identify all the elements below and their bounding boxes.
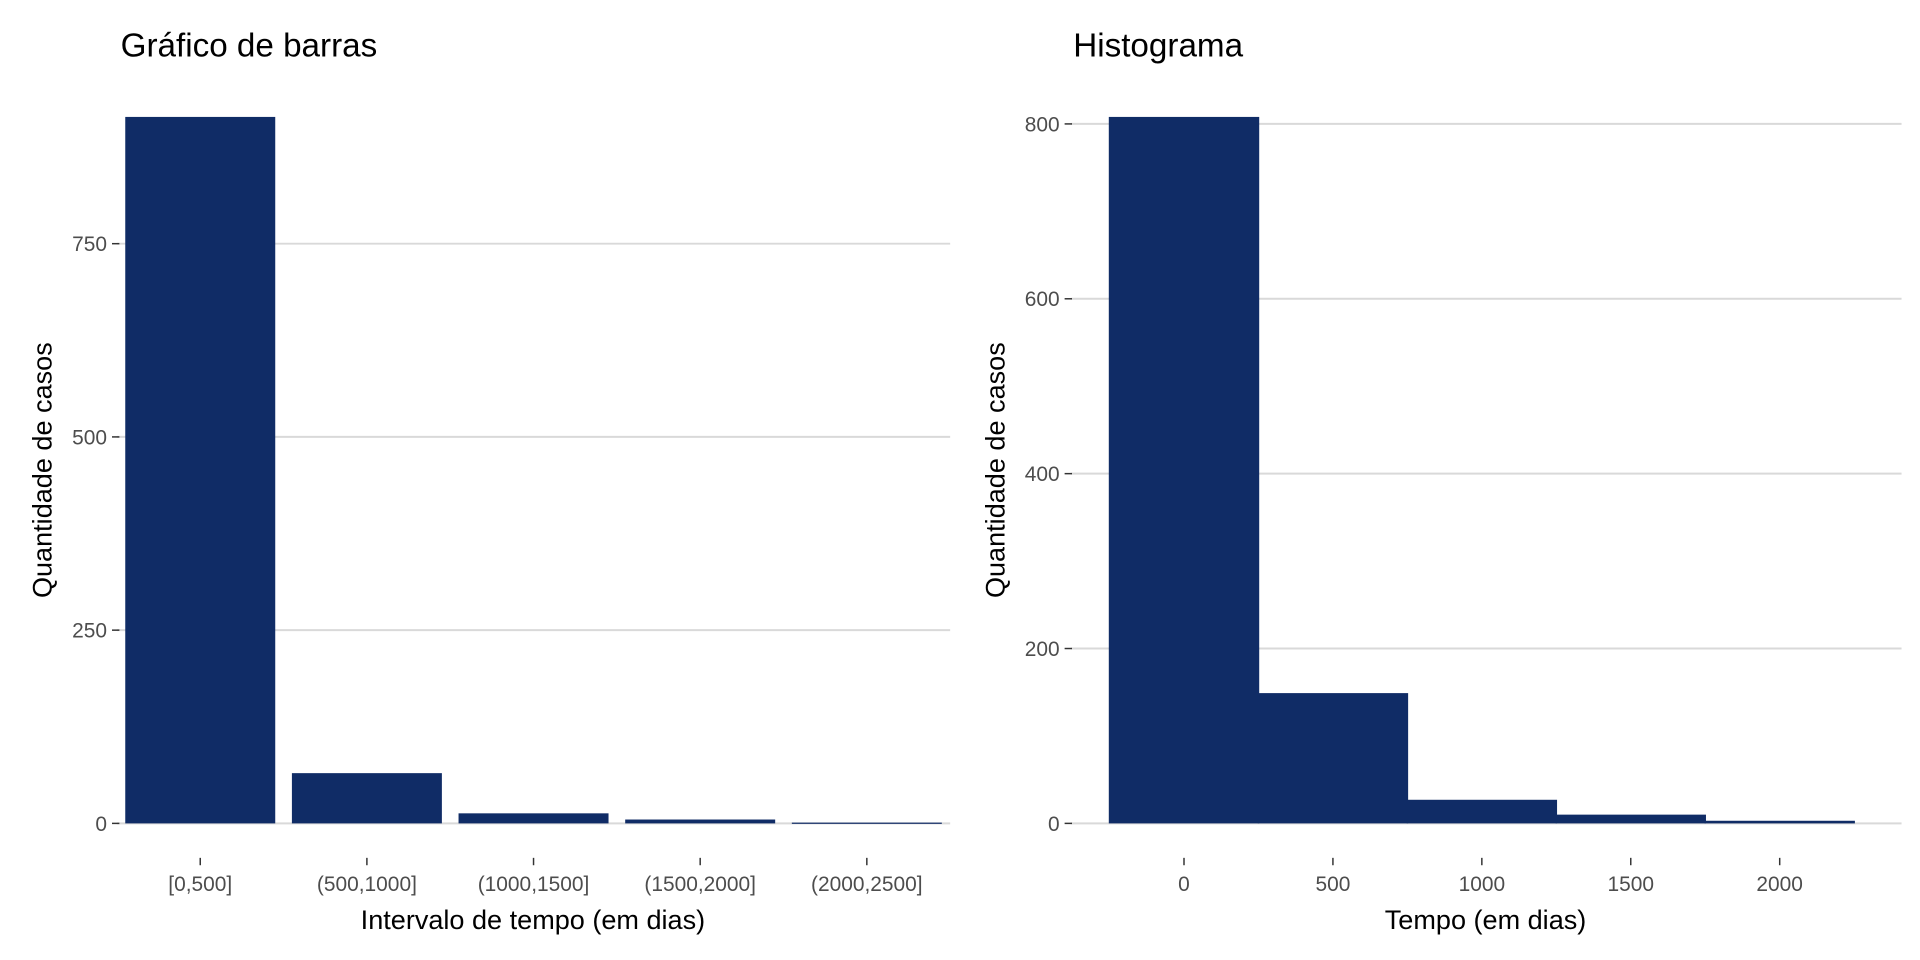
x-tick-label: (500,1000]	[317, 873, 417, 896]
x-tick-label: (1500,2000]	[644, 873, 756, 896]
histogram-bin	[1704, 820, 1855, 824]
x-tick-label: (2000,2500]	[811, 873, 923, 896]
x-tick-label: 0	[1178, 873, 1190, 896]
bar-chart-panel: Gráfico de barras Intervalo de tempo (em…	[27, 28, 951, 935]
bar-chart-title: Gráfico de barras	[121, 28, 378, 65]
bar-chart-y-axis-title: Quantidade de casos	[27, 342, 58, 598]
x-tick-label: 2000	[1756, 873, 1803, 896]
x-tick-label: 1500	[1608, 873, 1655, 896]
y-tick-label: 750	[72, 233, 107, 256]
histogram-x-axis-title: Tempo (em dias)	[1385, 904, 1587, 935]
histogram-y-axis-title: Quantidade de casos	[979, 342, 1010, 598]
y-tick-label: 0	[95, 813, 107, 836]
bar	[125, 116, 276, 824]
histogram-bin	[1108, 116, 1260, 824]
x-tick-label: 1000	[1459, 873, 1506, 896]
histogram-panel: Histograma Tempo (em dias) Quantidade de…	[979, 28, 1902, 935]
histogram-bin	[1406, 799, 1558, 824]
y-tick-label: 0	[1048, 813, 1060, 836]
bar	[625, 819, 776, 824]
y-tick-label: 600	[1025, 288, 1060, 311]
y-tick-label: 400	[1025, 463, 1060, 486]
bar	[458, 813, 609, 824]
y-tick-label: 200	[1025, 638, 1060, 661]
bar	[291, 773, 442, 824]
bar	[791, 822, 942, 824]
x-tick-label: [0,500]	[168, 873, 232, 896]
histogram-bin	[1555, 814, 1706, 824]
bar-chart-x-axis-title: Intervalo de tempo (em dias)	[361, 904, 705, 935]
histogram-bin	[1257, 693, 1409, 824]
x-tick-label: (1000,1500]	[478, 873, 590, 896]
x-tick-label: 500	[1315, 873, 1350, 896]
histogram-title: Histograma	[1073, 28, 1243, 65]
y-tick-label: 800	[1025, 113, 1060, 136]
y-tick-label: 500	[72, 426, 107, 449]
y-tick-label: 250	[72, 620, 107, 643]
